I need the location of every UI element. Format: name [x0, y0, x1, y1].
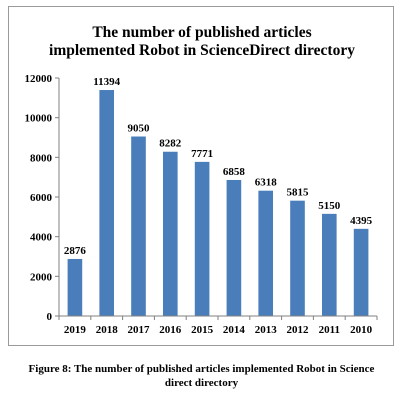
figure-caption-line-1: Figure 8: The number of published articl…: [28, 363, 375, 375]
bar-2018: [99, 90, 115, 316]
x-tick-label-2012: 2012: [287, 324, 310, 336]
data-labels: 2876 11394 9050 8282 7771 6858 6318 5815 5150 439…: [64, 76, 373, 257]
figure-caption-line-2: direct directory: [164, 377, 239, 389]
bars: [67, 90, 369, 316]
x-tick-label-2014: 2014: [223, 324, 246, 336]
y-tick-label: 2000: [30, 271, 53, 283]
y-tick-label: 10000: [25, 113, 53, 125]
bar-2012: [290, 200, 305, 316]
y-tick-label: 12000: [25, 73, 53, 85]
chart-title-line-1: The number of published articles: [92, 24, 311, 41]
y-tick-label: 4000: [30, 232, 53, 244]
y-tick-label: 0: [47, 311, 53, 323]
bar-2019: [67, 258, 83, 316]
x-tick-label-2013: 2013: [255, 324, 278, 336]
data-label-2013: 6318: [255, 177, 278, 189]
bar-2013: [258, 190, 274, 316]
x-tick-label-2010: 2010: [350, 324, 373, 336]
bar-2016: [162, 151, 178, 316]
bar-chart: The number of published articles impleme…: [25, 24, 378, 336]
bar-2011: [321, 213, 337, 316]
y-tick-label: 8000: [30, 152, 53, 164]
x-tick-label-2017: 2017: [128, 324, 151, 336]
data-label-2010: 4395: [350, 215, 373, 227]
bar-2015: [194, 161, 210, 316]
x-axis: 2019 2018 2017 2016 2015 2014 2013 2012 2011 2010: [58, 315, 378, 336]
data-label-2015: 7771: [191, 148, 213, 160]
x-tick-label-2011: 2011: [319, 324, 340, 336]
y-axis: 0 2000 4000 6000 8000 10000 12000: [25, 73, 60, 323]
data-label-2018: 11394: [93, 76, 120, 88]
x-tick-label-2016: 2016: [159, 324, 182, 336]
figure-caption: Figure 8: The number of published articl…: [0, 362, 403, 390]
data-label-2014: 6858: [223, 166, 246, 178]
x-tick-label-2018: 2018: [96, 324, 119, 336]
data-label-2019: 2876: [64, 245, 87, 257]
data-label-2012: 5815: [287, 187, 310, 199]
data-label-2017: 9050: [128, 123, 151, 135]
bar-2017: [131, 136, 146, 316]
y-tick-label: 6000: [30, 192, 53, 204]
chart-frame: The number of published articles impleme…: [8, 6, 394, 346]
bar-2010: [353, 228, 369, 316]
data-label-2016: 8282: [159, 138, 182, 150]
x-tick-label-2019: 2019: [64, 324, 87, 336]
bar-2014: [226, 179, 242, 316]
x-tick-label-2015: 2015: [191, 324, 214, 336]
chart-title-line-2: implemented Robot in ScienceDirect direc…: [49, 42, 355, 59]
data-label-2011: 5150: [318, 200, 341, 212]
